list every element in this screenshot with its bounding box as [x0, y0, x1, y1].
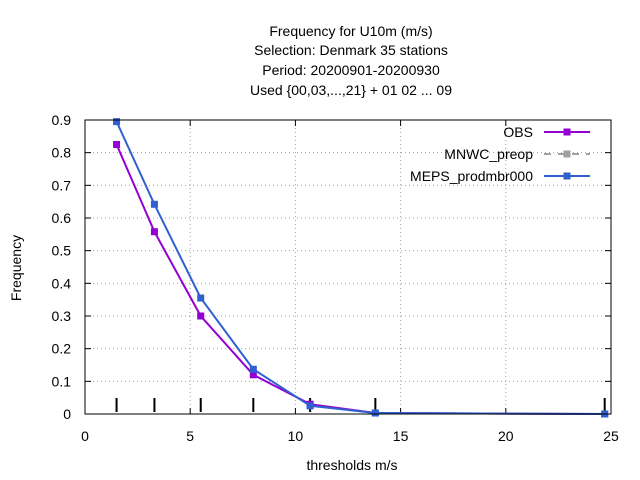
data-point	[113, 118, 121, 126]
title-line-3: Period: 20200901-20200930	[262, 62, 440, 78]
title-line-4: Used {00,03,...,21} + 01 02 ... 09	[250, 82, 452, 98]
series-layer	[113, 118, 609, 418]
x-tick-label: 10	[288, 428, 304, 444]
series-2	[113, 118, 609, 418]
data-point	[249, 365, 257, 373]
y-tick-label: 0.6	[52, 210, 72, 226]
grid-lines	[85, 120, 611, 414]
data-point	[197, 294, 205, 302]
y-tick-label: 0.2	[52, 341, 72, 357]
series-line	[115, 121, 605, 415]
x-axis-label: thresholds m/s	[306, 457, 397, 473]
y-tick-label: 0.3	[52, 308, 72, 324]
chart-title: Frequency for U10m (m/s) Selection: Denm…	[250, 23, 452, 98]
y-tick-label: 0.4	[52, 275, 72, 291]
legend-marker	[563, 172, 571, 180]
plot-frame	[84, 119, 612, 415]
title-line-2: Selection: Denmark 35 stations	[254, 42, 448, 58]
x-tick-label: 25	[603, 428, 619, 444]
axis-ticks: 0 0.1 0.2 0.3 0.4 0.5 0.6 0.7 0.8 0.9 0 5 10 15 20 25	[52, 112, 619, 444]
data-point	[150, 228, 158, 236]
data-point	[113, 141, 121, 148]
legend-label: MEPS_prodmbr000	[410, 168, 533, 184]
data-point	[249, 371, 257, 379]
y-tick-label: 0.9	[52, 112, 72, 128]
legend-marker	[563, 150, 571, 158]
x-tick-label: 0	[81, 428, 89, 444]
data-point	[371, 409, 379, 417]
legend-item-1: MNWC_preop	[444, 146, 590, 162]
legend-label: OBS	[503, 124, 533, 140]
data-point	[150, 200, 158, 208]
y-tick-label: 0.7	[52, 177, 72, 193]
data-point	[197, 312, 205, 320]
y-tick-label: 0.5	[52, 243, 72, 259]
legend-marker	[563, 128, 571, 136]
y-tick-label: 0.8	[52, 145, 72, 161]
y-axis-label: Frequency	[8, 235, 24, 301]
x-tick-label: 5	[186, 428, 194, 444]
data-point	[306, 402, 314, 410]
legend-item-2: MEPS_prodmbr000	[410, 168, 590, 184]
x-tick-label: 15	[393, 428, 409, 444]
y-tick-label: 0.1	[52, 373, 72, 389]
legend: OBS MNWC_preop MEPS_prodmbr000	[410, 124, 590, 184]
title-line-1: Frequency for U10m (m/s)	[269, 23, 432, 39]
legend-item-0: OBS	[503, 124, 590, 140]
x-tick-label: 20	[498, 428, 514, 444]
y-tick-label: 0	[63, 406, 71, 422]
legend-label: MNWC_preop	[444, 146, 533, 162]
series-0	[113, 141, 609, 418]
